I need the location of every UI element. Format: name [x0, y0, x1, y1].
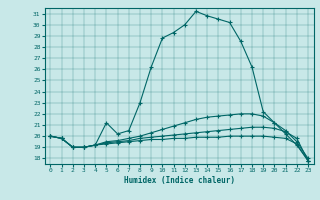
X-axis label: Humidex (Indice chaleur): Humidex (Indice chaleur): [124, 176, 235, 185]
